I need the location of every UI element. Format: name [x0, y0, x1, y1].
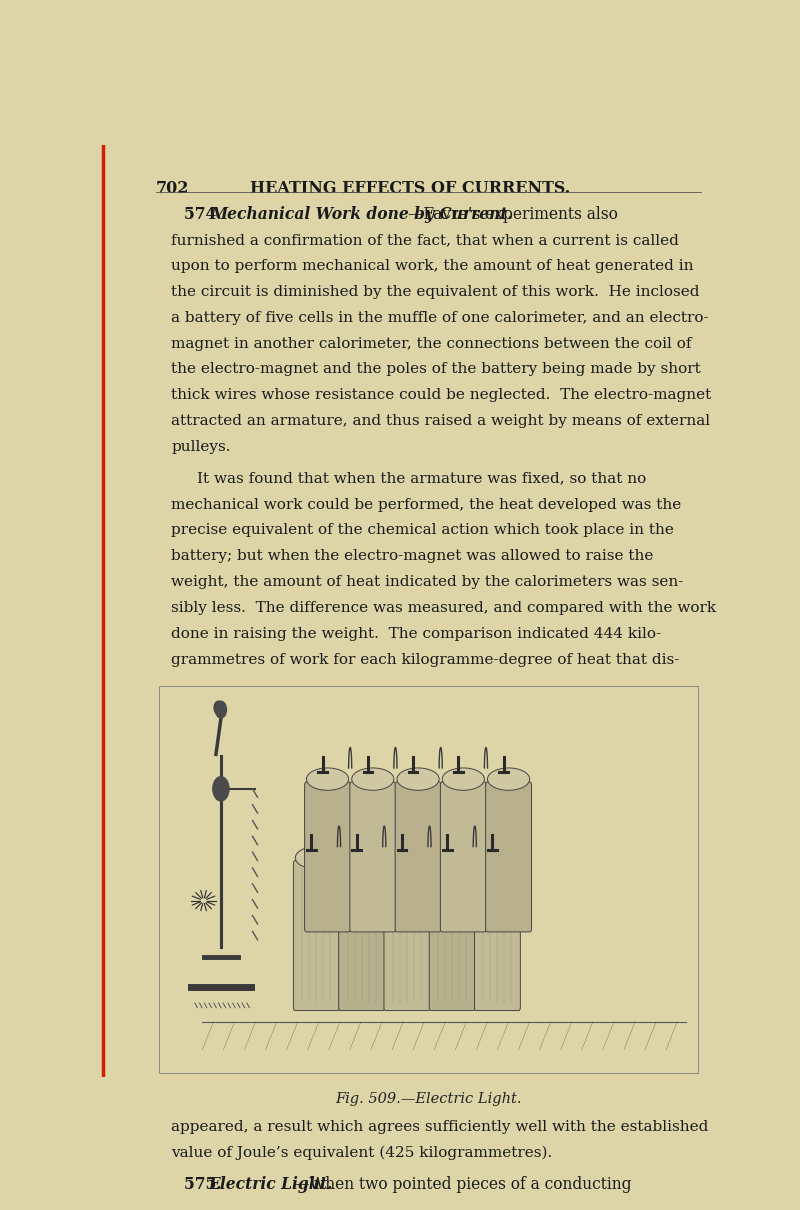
Text: precise equivalent of the chemical action which took place in the: precise equivalent of the chemical actio…: [171, 524, 674, 537]
FancyBboxPatch shape: [305, 782, 350, 932]
Ellipse shape: [476, 847, 518, 869]
FancyBboxPatch shape: [486, 782, 531, 932]
FancyBboxPatch shape: [440, 782, 486, 932]
Ellipse shape: [397, 768, 439, 790]
Text: the circuit is diminished by the equivalent of this work.  He inclosed: the circuit is diminished by the equival…: [171, 284, 700, 299]
Text: battery; but when the electro-magnet was allowed to raise the: battery; but when the electro-magnet was…: [171, 549, 654, 564]
Circle shape: [214, 702, 222, 714]
Circle shape: [213, 777, 229, 801]
Ellipse shape: [306, 768, 349, 790]
Text: weight, the amount of heat indicated by the calorimeters was sen-: weight, the amount of heat indicated by …: [171, 575, 684, 589]
Ellipse shape: [386, 847, 428, 869]
Text: appeared, a result which agrees sufficiently well with the established: appeared, a result which agrees sufficie…: [171, 1119, 709, 1134]
Text: mechanical work could be performed, the heat developed was the: mechanical work could be performed, the …: [171, 497, 682, 512]
Text: 702: 702: [156, 179, 190, 197]
Circle shape: [215, 702, 226, 718]
Text: grammetres of work for each kilogramme-degree of heat that dis-: grammetres of work for each kilogramme-d…: [171, 653, 680, 667]
Text: magnet in another calorimeter, the connections between the coil of: magnet in another calorimeter, the conne…: [171, 336, 692, 351]
Text: 574.: 574.: [184, 206, 226, 223]
FancyBboxPatch shape: [350, 782, 396, 932]
Text: pulleys.: pulleys.: [171, 440, 231, 454]
FancyBboxPatch shape: [338, 860, 385, 1010]
Text: —Favre’s experiments also: —Favre’s experiments also: [407, 206, 618, 223]
Ellipse shape: [352, 768, 394, 790]
Text: upon to perform mechanical work, the amount of heat generated in: upon to perform mechanical work, the amo…: [171, 259, 694, 273]
Text: value of Joule’s equivalent (425 kilogrammetres).: value of Joule’s equivalent (425 kilogra…: [171, 1146, 553, 1160]
Ellipse shape: [442, 768, 485, 790]
Text: furnished a confirmation of the fact, that when a current is called: furnished a confirmation of the fact, th…: [171, 234, 679, 247]
Text: 575.: 575.: [184, 1176, 226, 1193]
FancyBboxPatch shape: [294, 860, 339, 1010]
Text: Fig. 509.—Electric Light.: Fig. 509.—Electric Light.: [335, 1091, 522, 1106]
Text: —When two pointed pieces of a conducting: —When two pointed pieces of a conducting: [294, 1176, 631, 1193]
Ellipse shape: [295, 847, 338, 869]
Text: Mechanical Work done by Current.: Mechanical Work done by Current.: [210, 206, 514, 223]
Text: Electric Light.: Electric Light.: [209, 1176, 333, 1193]
Ellipse shape: [431, 847, 474, 869]
Text: the electro-magnet and the poles of the battery being made by short: the electro-magnet and the poles of the …: [171, 363, 701, 376]
Text: HEATING EFFECTS OF CURRENTS.: HEATING EFFECTS OF CURRENTS.: [250, 179, 570, 197]
FancyBboxPatch shape: [430, 860, 475, 1010]
Text: thick wires whose resistance could be neglected.  The electro-magnet: thick wires whose resistance could be ne…: [171, 388, 711, 403]
Text: a battery of five cells in the muffle of one calorimeter, and an electro-: a battery of five cells in the muffle of…: [171, 311, 709, 324]
Ellipse shape: [487, 768, 530, 790]
Text: attracted an armature, and thus raised a weight by means of external: attracted an armature, and thus raised a…: [171, 414, 710, 428]
Bar: [159, 686, 698, 1073]
Ellipse shape: [341, 847, 382, 869]
FancyBboxPatch shape: [384, 860, 430, 1010]
Text: It was found that when the armature was fixed, so that no: It was found that when the armature was …: [198, 472, 646, 485]
FancyBboxPatch shape: [395, 782, 441, 932]
Text: done in raising the weight.  The comparison indicated 444 kilo-: done in raising the weight. The comparis…: [171, 627, 662, 641]
FancyBboxPatch shape: [474, 860, 520, 1010]
Text: sibly less.  The difference was measured, and compared with the work: sibly less. The difference was measured,…: [171, 601, 717, 615]
